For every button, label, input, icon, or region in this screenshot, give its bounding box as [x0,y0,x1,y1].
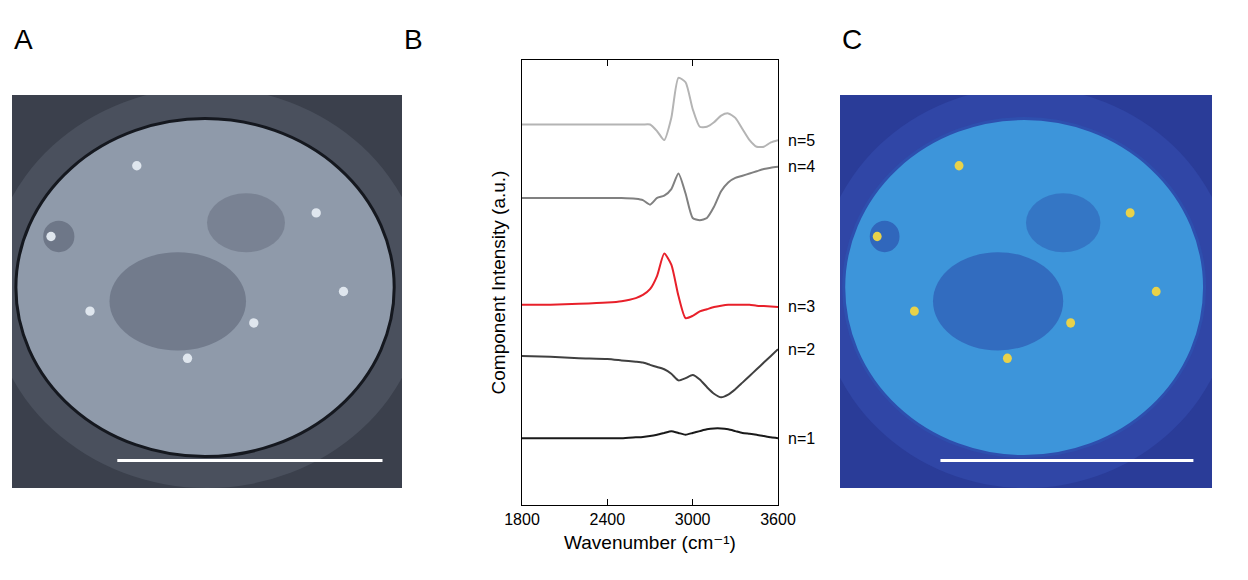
svg-text:n=3: n=3 [788,298,815,315]
svg-text:Wavenumber (cm⁻¹): Wavenumber (cm⁻¹) [564,532,736,553]
svg-text:2400: 2400 [590,511,626,528]
svg-text:3000: 3000 [675,511,711,528]
svg-text:C: C [842,24,862,55]
svg-text:A: A [14,24,33,55]
svg-text:n=4: n=4 [788,158,815,175]
svg-text:Component Intensity (a.u.): Component Intensity (a.u.) [488,171,509,395]
svg-text:n=2: n=2 [788,341,815,358]
svg-text:3600: 3600 [760,511,796,528]
svg-text:1800: 1800 [504,511,540,528]
svg-text:B: B [404,24,423,55]
svg-text:n=1: n=1 [788,430,815,447]
svg-text:n=5: n=5 [788,132,815,149]
